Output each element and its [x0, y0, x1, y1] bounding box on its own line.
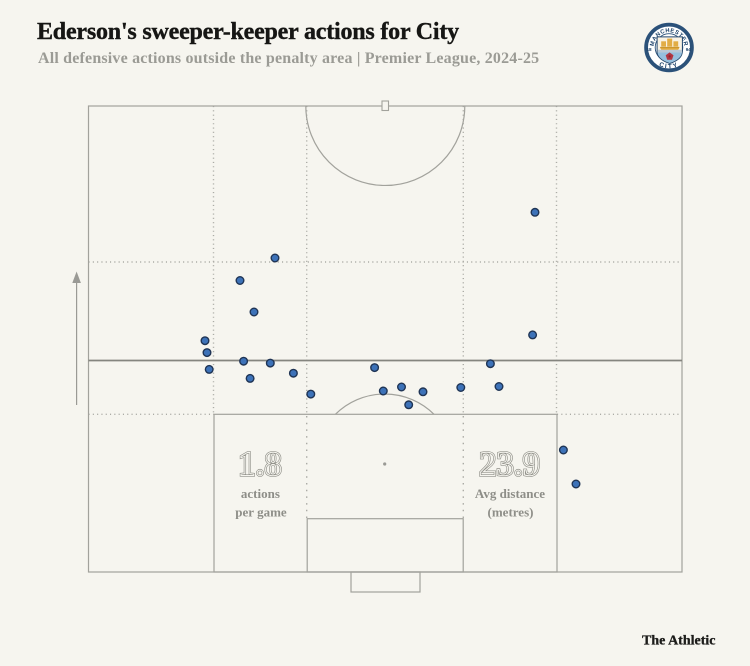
svg-text:18: 18	[646, 47, 652, 52]
svg-text:23.9: 23.9	[479, 445, 540, 484]
svg-text:94: 94	[686, 47, 692, 52]
svg-text:1.8: 1.8	[238, 445, 282, 484]
svg-text:per game: per game	[235, 505, 287, 520]
svg-text:(metres): (metres)	[488, 505, 534, 520]
svg-text:The Athletic: The Athletic	[642, 634, 716, 649]
svg-text:Avg distance: Avg distance	[475, 486, 545, 501]
svg-text:23.9: 23.9	[479, 445, 540, 484]
svg-text:CITY: CITY	[658, 61, 680, 70]
svg-text:1.8: 1.8	[238, 445, 282, 484]
svg-text:actions: actions	[241, 486, 280, 501]
